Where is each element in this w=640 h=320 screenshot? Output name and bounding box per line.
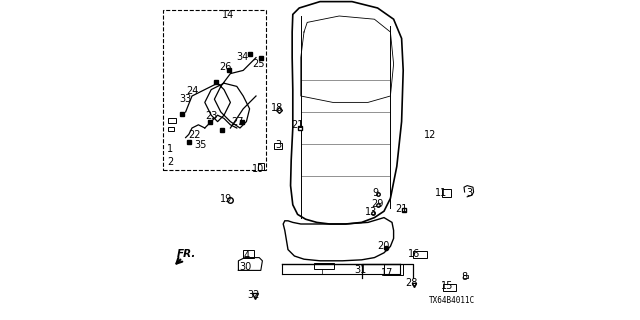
Bar bbox=[168, 127, 174, 131]
Text: 18: 18 bbox=[271, 103, 284, 113]
Bar bbox=[463, 275, 468, 278]
Text: 24: 24 bbox=[186, 85, 198, 96]
Text: 33: 33 bbox=[179, 93, 191, 104]
Bar bbox=[314, 263, 334, 269]
Text: 3: 3 bbox=[275, 140, 282, 150]
Text: 29: 29 bbox=[371, 199, 383, 209]
Text: 12: 12 bbox=[424, 130, 436, 140]
Text: FR.: FR. bbox=[177, 249, 196, 260]
Text: 9: 9 bbox=[372, 188, 378, 198]
Bar bbox=[413, 251, 428, 258]
Text: 11: 11 bbox=[435, 188, 447, 198]
Text: 10: 10 bbox=[252, 164, 265, 174]
Text: 25: 25 bbox=[252, 59, 265, 69]
Bar bbox=[274, 143, 282, 149]
Bar bbox=[443, 284, 456, 291]
Text: 15: 15 bbox=[441, 281, 453, 291]
Text: 30: 30 bbox=[239, 262, 252, 272]
Text: 21: 21 bbox=[291, 120, 303, 131]
Text: 16: 16 bbox=[408, 249, 420, 259]
Text: 28: 28 bbox=[406, 278, 418, 288]
Text: 19: 19 bbox=[220, 194, 232, 204]
Bar bbox=[259, 163, 264, 170]
Text: 27: 27 bbox=[231, 117, 244, 127]
Bar bbox=[442, 189, 451, 197]
Text: 23: 23 bbox=[205, 111, 218, 121]
Text: 13: 13 bbox=[365, 207, 378, 217]
Text: 4: 4 bbox=[243, 251, 250, 261]
Text: 31: 31 bbox=[355, 265, 367, 275]
Bar bbox=[243, 250, 254, 258]
Text: 26: 26 bbox=[220, 61, 232, 72]
Text: 3: 3 bbox=[467, 188, 473, 198]
Bar bbox=[163, 10, 266, 170]
Text: 14: 14 bbox=[221, 10, 234, 20]
Text: 20: 20 bbox=[377, 241, 390, 251]
Text: 21: 21 bbox=[396, 204, 408, 214]
Text: 2: 2 bbox=[167, 156, 173, 167]
Bar bbox=[168, 118, 176, 123]
Text: 17: 17 bbox=[381, 268, 394, 278]
Bar bbox=[384, 264, 403, 275]
Text: 35: 35 bbox=[195, 140, 207, 150]
Text: 1: 1 bbox=[167, 144, 173, 154]
Text: 32: 32 bbox=[247, 290, 260, 300]
Text: 22: 22 bbox=[188, 130, 200, 140]
Text: 8: 8 bbox=[461, 272, 468, 283]
Text: 34: 34 bbox=[236, 52, 249, 62]
Text: TX64B4011C: TX64B4011C bbox=[429, 296, 475, 305]
